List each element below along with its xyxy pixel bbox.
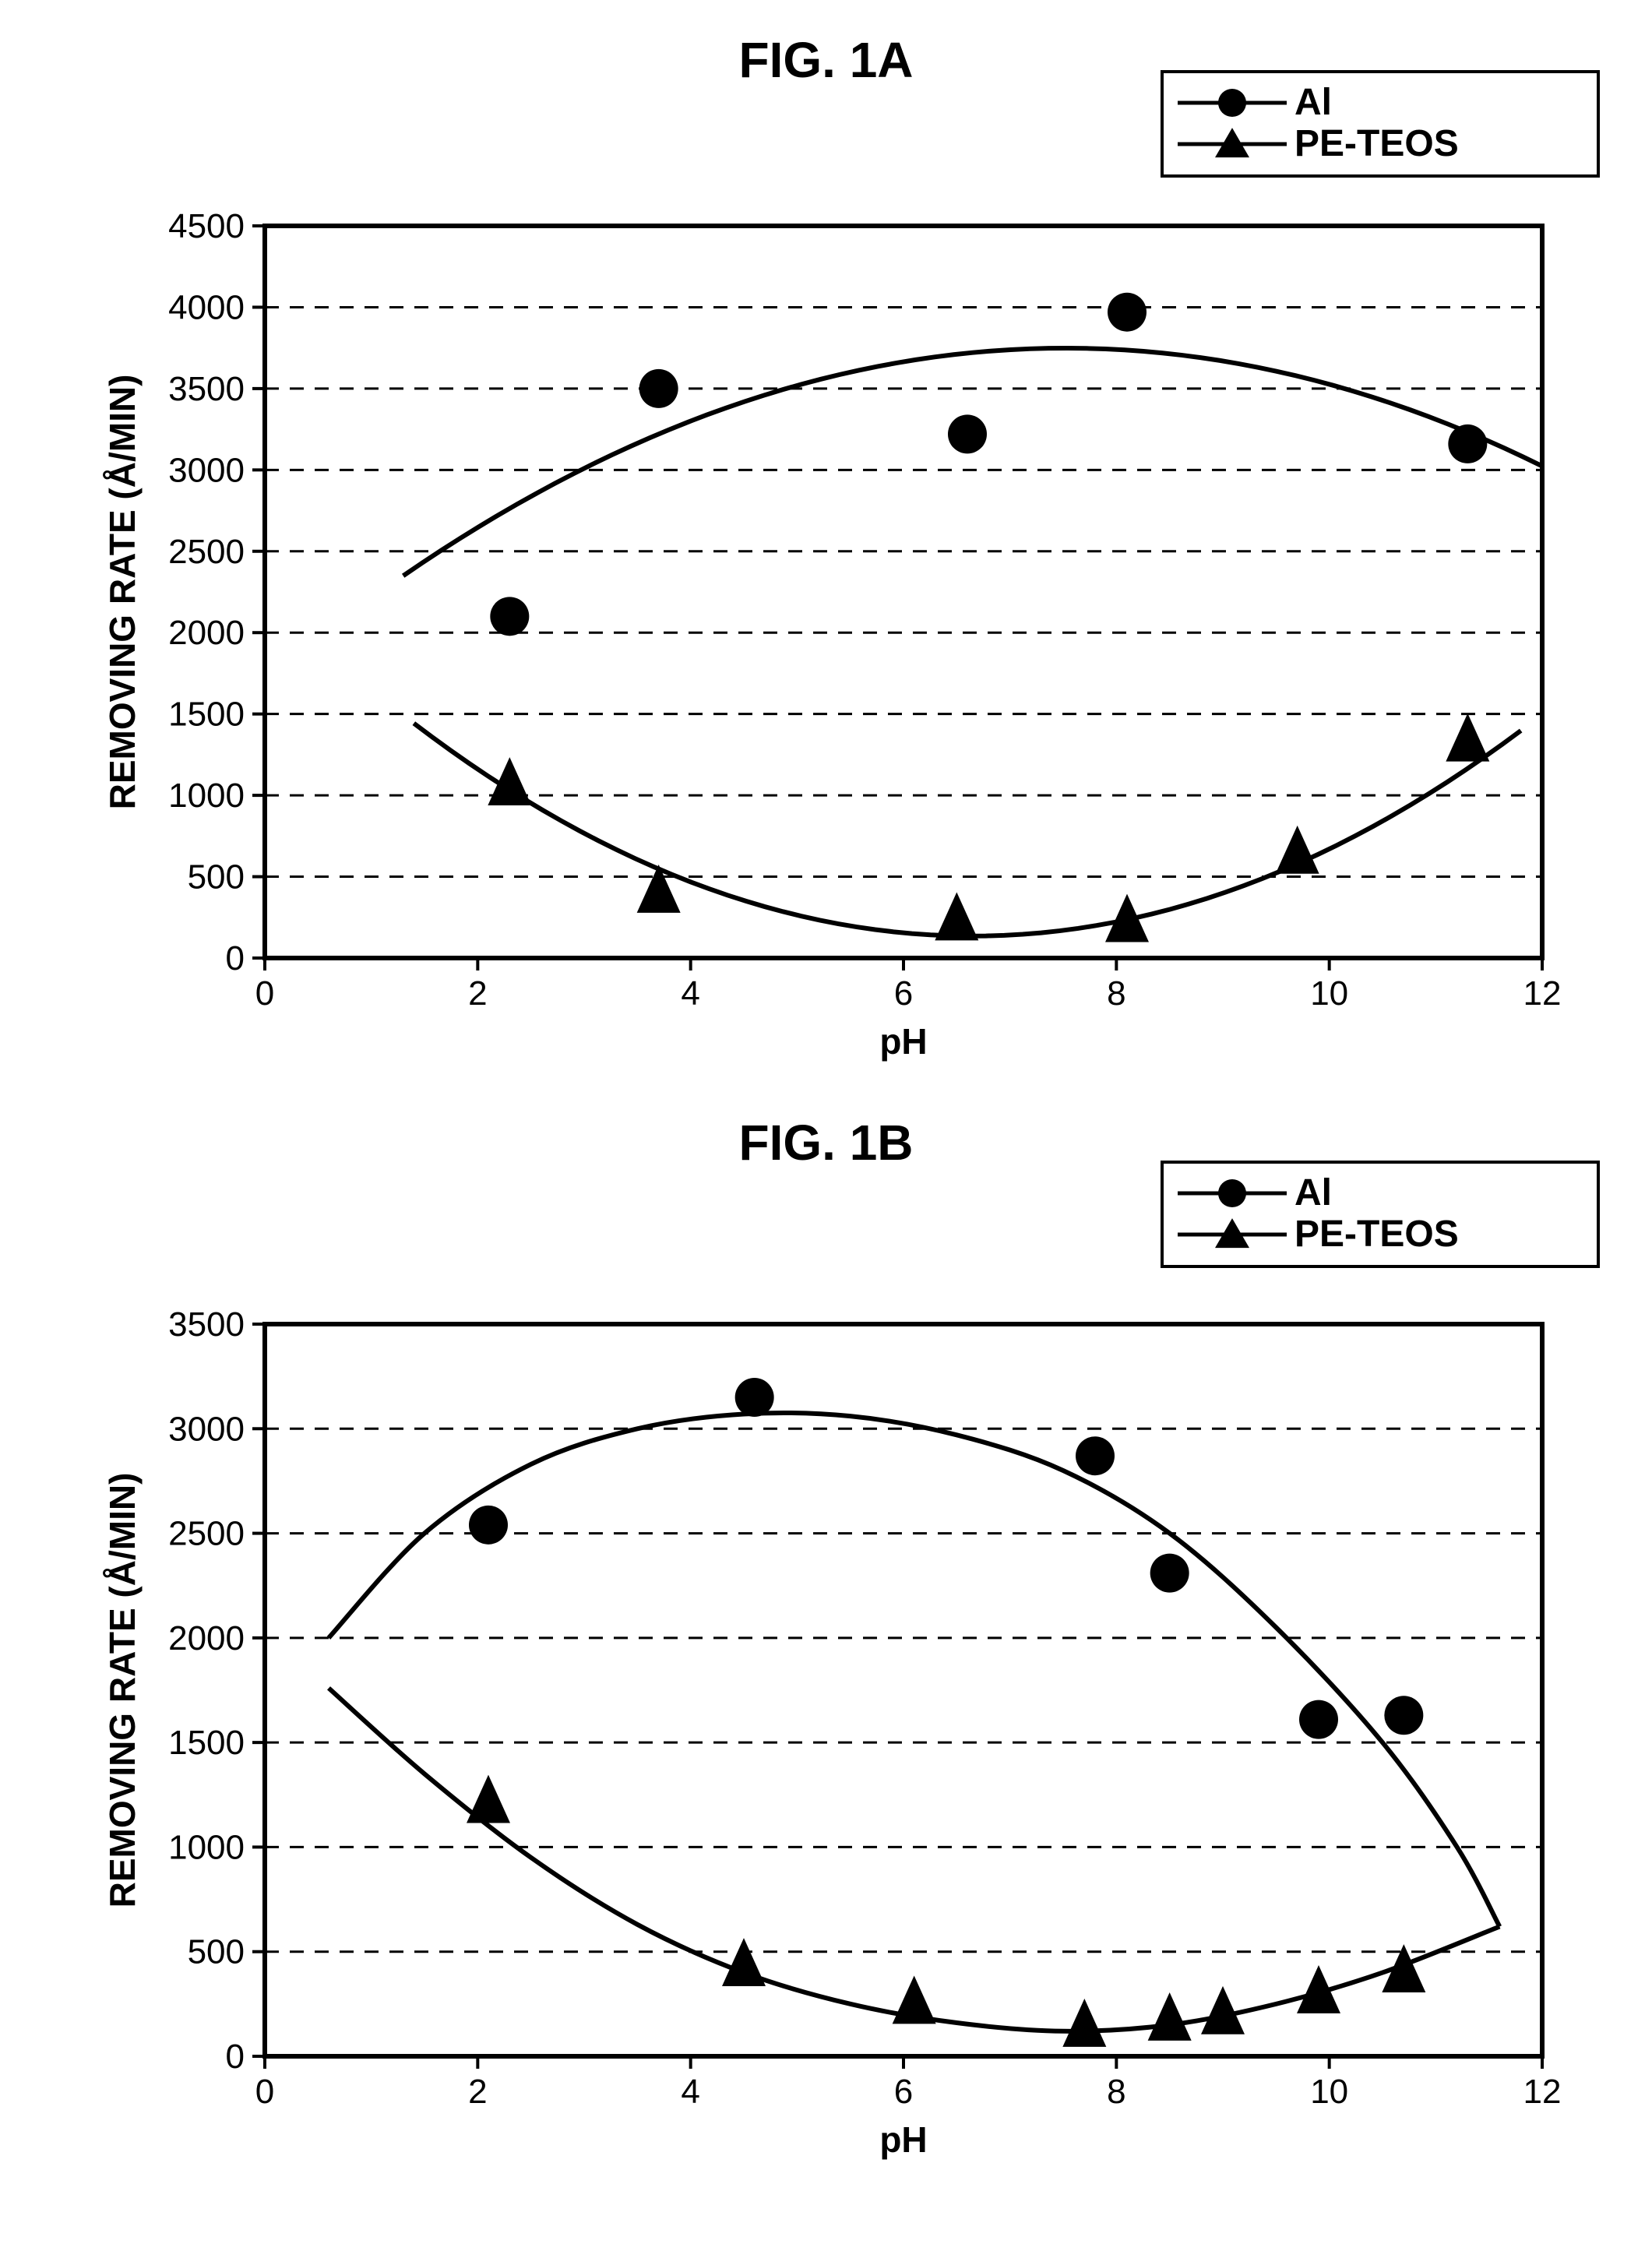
y-tick-label: 2500 xyxy=(168,533,245,571)
plot-background xyxy=(265,226,1542,958)
y-tick-label: 4000 xyxy=(168,288,245,326)
y-tick-label: 0 xyxy=(226,939,245,978)
legend-row-al-b: Al xyxy=(1178,1173,1583,1214)
fig-b-y-axis-label: REMOVING RATE (Å/MIN) xyxy=(101,1473,143,1908)
marker-circle xyxy=(1299,1700,1338,1739)
y-tick-label: 2500 xyxy=(168,1515,245,1553)
x-tick-label: 0 xyxy=(255,2073,274,2111)
x-tick-label: 4 xyxy=(681,2073,699,2111)
fig-b-ylabel-text: REMOVING RATE (Å/MIN) xyxy=(102,1473,143,1908)
x-tick-label: 2 xyxy=(468,2073,487,2111)
y-tick-label: 3000 xyxy=(168,1410,245,1448)
fig-a-chart: 0246810120500100015002000250030003500400… xyxy=(265,226,1542,958)
x-tick-label: 10 xyxy=(1310,974,1348,1013)
y-tick-label: 3000 xyxy=(168,451,245,489)
x-tick-label: 12 xyxy=(1523,974,1562,1013)
legend-marker-circle-icon xyxy=(1178,87,1287,118)
fig-a-title-text: FIG. 1A xyxy=(738,32,913,88)
y-tick-label: 500 xyxy=(188,858,245,897)
y-tick-label: 1000 xyxy=(168,777,245,815)
y-tick-label: 4500 xyxy=(168,207,245,245)
x-tick-label: 6 xyxy=(894,2073,913,2111)
fig-a-y-axis-label: REMOVING RATE (Å/MIN) xyxy=(101,375,143,810)
x-tick-label: 8 xyxy=(1107,2073,1125,2111)
x-tick-label: 10 xyxy=(1310,2073,1348,2111)
legend-label-peteos-b: PE-TEOS xyxy=(1294,1214,1459,1256)
fig-b-title-text: FIG. 1B xyxy=(738,1115,913,1171)
marker-circle xyxy=(948,414,987,453)
x-tick-label: 6 xyxy=(894,974,913,1013)
y-tick-label: 1500 xyxy=(168,1724,245,1762)
marker-circle xyxy=(1076,1436,1115,1475)
y-tick-label: 1500 xyxy=(168,696,245,734)
legend-marker-triangle-icon xyxy=(1178,1219,1287,1250)
fig-a-xlabel-text: pH xyxy=(879,1021,927,1062)
marker-circle xyxy=(1108,293,1147,332)
fig-a-ylabel-text: REMOVING RATE (Å/MIN) xyxy=(102,375,143,810)
fig-b-x-axis-label: pH xyxy=(879,2119,927,2161)
x-tick-label: 0 xyxy=(255,974,274,1013)
y-tick-label: 1000 xyxy=(168,1828,245,1866)
fig-b-xlabel-text: pH xyxy=(879,2119,927,2160)
marker-circle xyxy=(1150,1554,1189,1593)
legend-label-peteos: PE-TEOS xyxy=(1294,124,1459,165)
fig-a-x-axis-label: pH xyxy=(879,1020,927,1062)
y-tick-label: 500 xyxy=(188,1933,245,1971)
marker-circle xyxy=(1448,424,1487,463)
x-tick-label: 4 xyxy=(681,974,699,1013)
legend-label-al-b: Al xyxy=(1294,1173,1332,1214)
y-tick-label: 3500 xyxy=(168,1305,245,1344)
fig-b-chart: 0246810120500100015002000250030003500 xyxy=(265,1324,1542,2056)
y-tick-label: 2000 xyxy=(168,614,245,652)
fig-a-legend: Al PE-TEOS xyxy=(1161,70,1600,178)
y-tick-label: 2000 xyxy=(168,1619,245,1657)
plot-background xyxy=(265,1324,1542,2056)
legend-label-al: Al xyxy=(1294,83,1332,124)
x-tick-label: 8 xyxy=(1107,974,1125,1013)
fig-b-legend: Al PE-TEOS xyxy=(1161,1161,1600,1268)
legend-row-al: Al xyxy=(1178,83,1583,124)
y-tick-label: 0 xyxy=(226,2038,245,2076)
fig-a-title: FIG. 1A xyxy=(738,31,913,89)
fig-b-title: FIG. 1B xyxy=(738,1114,913,1171)
y-tick-label: 3500 xyxy=(168,370,245,408)
x-tick-label: 2 xyxy=(468,974,487,1013)
legend-marker-circle-icon xyxy=(1178,1178,1287,1209)
x-tick-label: 12 xyxy=(1523,2073,1562,2111)
marker-circle xyxy=(469,1506,508,1545)
marker-circle xyxy=(1384,1696,1423,1735)
legend-marker-triangle-icon xyxy=(1178,129,1287,160)
legend-row-peteos: PE-TEOS xyxy=(1178,124,1583,165)
marker-circle xyxy=(639,369,678,408)
marker-circle xyxy=(490,597,529,636)
legend-row-peteos-b: PE-TEOS xyxy=(1178,1214,1583,1256)
marker-circle xyxy=(735,1378,774,1417)
